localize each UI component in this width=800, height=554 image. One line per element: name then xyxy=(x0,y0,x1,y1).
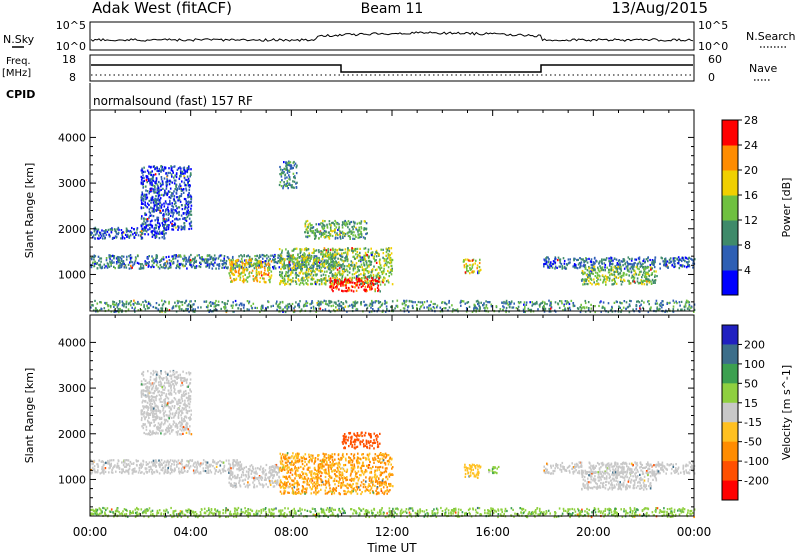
vel-colorbar-swatch xyxy=(722,402,738,423)
vel-echo-region xyxy=(488,465,500,475)
x-tick-label: 08:00 xyxy=(274,525,309,539)
vel-colorbar-tick: -100 xyxy=(744,455,769,468)
vel-y-tick-label: 2000 xyxy=(58,428,86,441)
vel-colorbar-tick: -200 xyxy=(744,475,769,488)
cpid-program: normalsound (fast) 157 RF xyxy=(93,94,253,108)
power-y-tick-label: 2000 xyxy=(58,223,86,236)
vel-echo-region xyxy=(140,369,193,436)
vel-echo-region xyxy=(580,470,658,491)
vel-echo-region xyxy=(463,463,482,479)
power-colorbar-tick: 28 xyxy=(744,114,758,127)
power-colorbar-swatch xyxy=(722,245,738,271)
power-colorbar-tick: 4 xyxy=(744,264,751,277)
vel-echo-region xyxy=(543,461,696,475)
station-title: Adak West (fitACF) xyxy=(92,0,232,17)
power-colorbar-label: Power [dB] xyxy=(780,178,793,238)
vel-colorbar-swatch xyxy=(722,422,738,443)
power-y-axis-label: Slant Range [km] xyxy=(23,163,36,259)
nave-label: Nave xyxy=(749,62,777,75)
vel-colorbar-swatch xyxy=(722,461,738,482)
freq-left-top: 18 xyxy=(62,53,76,66)
power-colorbar-swatch xyxy=(722,220,738,246)
nsky-left-top: 10^5 xyxy=(56,19,86,32)
vel-colorbar-swatch xyxy=(722,325,738,345)
nsky-panel: N.Sky 10^5 10^0 10^5 10^0 N.Search xyxy=(3,19,796,53)
power-echo-region xyxy=(329,276,381,293)
vel-y-axis-label: Slant Range [km] xyxy=(23,368,36,464)
power-echo-region xyxy=(228,258,273,284)
vel-colorbar-tick: -15 xyxy=(744,416,762,429)
vel-colorbar-tick: 100 xyxy=(744,358,765,371)
vel-colorbar-swatch xyxy=(722,480,738,501)
power-colorbar-swatch xyxy=(722,120,738,146)
velocity-panel: 1000 2000 3000 4000 Slant Range [km] xyxy=(23,314,696,519)
power-colorbar-tick: 12 xyxy=(744,214,758,227)
power-colorbar-tick: 24 xyxy=(744,139,758,152)
nsky-label: N.Sky xyxy=(3,33,35,46)
power-colorbar-tick: 16 xyxy=(744,189,758,202)
x-tick-label: 00:00 xyxy=(73,525,108,539)
x-tick-label: 04:00 xyxy=(173,525,208,539)
nave-right-bottom: 0 xyxy=(708,71,715,84)
power-echo-region xyxy=(278,247,394,286)
freq-panel: Freq. [MHz] 18 8 60 0 Nave xyxy=(2,53,777,84)
power-echo-region xyxy=(580,265,658,286)
power-echo-region xyxy=(278,160,298,190)
vel-colorbar-swatch xyxy=(722,383,738,404)
power-colorbar-swatch xyxy=(722,145,738,171)
vel-colorbar-swatch xyxy=(722,441,738,462)
cpid-label: CPID xyxy=(6,88,35,101)
x-tick-label: 16:00 xyxy=(475,525,510,539)
power-echo-region xyxy=(140,165,193,231)
vel-y-tick-label: 3000 xyxy=(58,382,86,395)
power-echo-region xyxy=(462,258,482,275)
freq-label-1: Freq. xyxy=(6,56,31,67)
power-echo-region xyxy=(304,219,368,240)
power-panel: 1000 2000 3000 4000 Slant Range [km] xyxy=(23,109,696,314)
power-y-tick-label: 4000 xyxy=(58,131,86,144)
nsky-right-top: 10^5 xyxy=(698,19,728,32)
x-axis-ticks: 00:00 04:00 08:00 12:00 16:00 20:00 00:00 xyxy=(73,525,712,539)
x-tick-label: 12:00 xyxy=(375,525,410,539)
vel-colorbar-label: Velocity [m s^-1] xyxy=(780,365,793,460)
vel-colorbar-tick: 50 xyxy=(744,377,758,390)
vel-colorbar-tick: 200 xyxy=(744,338,765,351)
nave-right-top: 60 xyxy=(708,53,722,66)
power-colorbar-swatch xyxy=(722,170,738,196)
freq-left-bottom: 8 xyxy=(69,71,76,84)
vel-colorbar-swatch xyxy=(722,363,738,384)
nsky-right-bottom: 10^0 xyxy=(698,40,728,53)
date-title: 13/Aug/2015 xyxy=(611,0,708,17)
vel-y-tick-label: 1000 xyxy=(58,473,86,486)
power-y-tick-label: 3000 xyxy=(58,177,86,190)
nsky-left-bottom: 10^0 xyxy=(56,40,86,53)
power-colorbar-swatch xyxy=(722,195,738,221)
vel-echo-region xyxy=(228,463,281,489)
vel-echo-region xyxy=(90,458,243,475)
power-colorbar-tick: 8 xyxy=(744,239,751,252)
vel-y-tick-label: 4000 xyxy=(58,336,86,349)
x-axis-label: Time UT xyxy=(366,541,417,554)
x-tick-label: 00:00 xyxy=(677,525,712,539)
vel-echo-region xyxy=(90,506,696,519)
power-colorbar-tick: 20 xyxy=(744,164,758,177)
beam-title: Beam 11 xyxy=(361,1,424,17)
vel-colorbar-tick: -50 xyxy=(744,436,762,449)
power-y-tick-label: 1000 xyxy=(58,268,86,281)
power-echo-region xyxy=(543,256,696,270)
nsearch-label: N.Search xyxy=(746,30,796,43)
vel-echo-region xyxy=(279,452,394,496)
power-colorbar-swatch xyxy=(722,270,738,296)
vel-echo-region xyxy=(341,431,381,450)
vel-colorbar-swatch xyxy=(722,344,738,365)
freq-label-2: [MHz] xyxy=(2,68,31,79)
x-tick-label: 20:00 xyxy=(576,525,611,539)
vel-colorbar-tick: 15 xyxy=(744,397,758,410)
power-colorbar: 4 8 12 16 20 24 28 Power [dB] xyxy=(721,114,793,296)
velocity-colorbar: 200 100 50 15 -15 -50 -100 -200 Velocity [m s^-1… xyxy=(721,324,793,501)
